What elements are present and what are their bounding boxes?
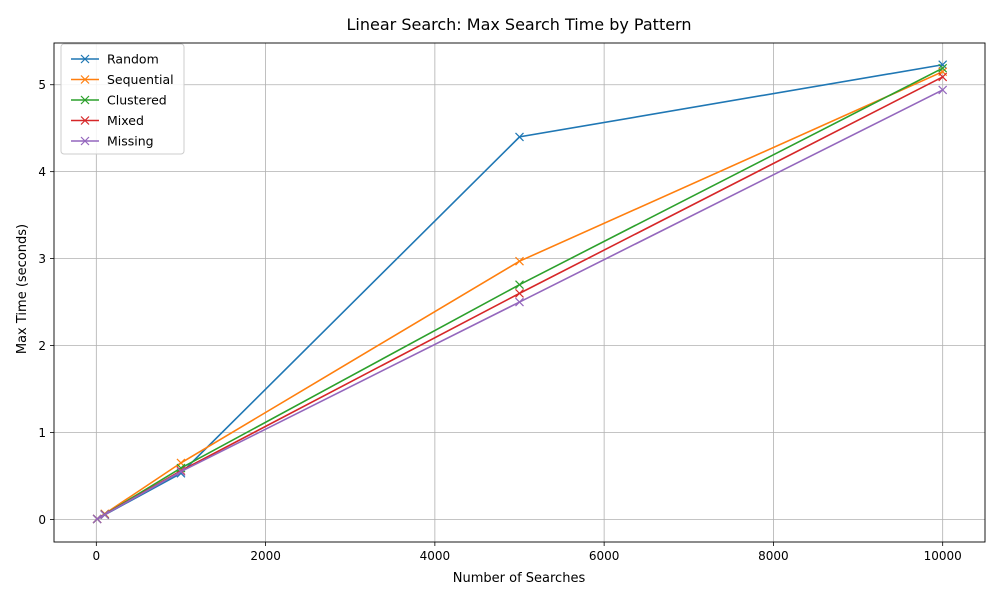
y-tick-label: 3 (38, 252, 46, 266)
data-point-sequential (515, 256, 524, 266)
y-axis-ticks: 0 1 2 3 4 5 (38, 78, 54, 527)
data-point-clustered (515, 280, 524, 290)
data-point-missing (938, 85, 948, 95)
y-tick-label: 1 (38, 426, 46, 440)
data-point-mixed (938, 72, 948, 82)
grid-lines (54, 43, 985, 542)
chart-title: Linear Search: Max Search Time by Patter… (347, 15, 692, 34)
legend-entry-missing: Missing (71, 134, 154, 149)
data-point-missing (92, 514, 102, 524)
legend-label: Mixed (107, 113, 144, 128)
data-point-mixed (515, 288, 524, 298)
legend-marker (80, 95, 90, 105)
legend-marker (80, 116, 90, 125)
legend-label: Sequential (107, 72, 174, 87)
legend-label: Random (107, 52, 159, 67)
data-point-random (515, 132, 524, 142)
legend-entry-random: Random (71, 52, 159, 67)
legend-entry-clustered: Clustered (71, 93, 167, 108)
y-tick-label: 0 (38, 513, 46, 527)
series-missing (92, 85, 948, 524)
data-point-missing (100, 510, 110, 520)
data-point-clustered (938, 63, 948, 73)
legend-box (60, 43, 185, 155)
x-tick-label: 4000 (420, 549, 451, 563)
data-point-missing (176, 467, 186, 477)
y-tick-label: 5 (38, 78, 46, 92)
plot-frame (53, 42, 986, 543)
legend-label: Clustered (107, 93, 167, 108)
legend-marker (80, 54, 90, 64)
x-tick-label: 10000 (924, 549, 962, 563)
legend-entry-sequential: Sequential (71, 72, 174, 87)
x-axis-label: Number of Searches (453, 571, 586, 586)
x-tick-label: 8000 (758, 549, 789, 563)
data-point-random (938, 60, 948, 70)
y-tick-label: 4 (38, 165, 46, 179)
legend-marker (80, 136, 90, 146)
legend: Random Sequential Clustered Mixed Missing (60, 43, 185, 155)
legend-marker (80, 75, 90, 84)
legend-label: Missing (107, 134, 154, 149)
series-layer (92, 60, 948, 524)
x-tick-label: 0 (92, 549, 100, 563)
legend-entry-mixed: Mixed (71, 113, 144, 128)
x-tick-label: 2000 (250, 549, 281, 563)
x-axis-ticks: 0 2000 4000 6000 8000 10000 (92, 542, 962, 563)
x-tick-label: 6000 (589, 549, 620, 563)
data-point-missing (515, 297, 524, 307)
y-tick-label: 2 (38, 339, 46, 353)
y-axis-label: Max Time (seconds) (15, 224, 30, 354)
